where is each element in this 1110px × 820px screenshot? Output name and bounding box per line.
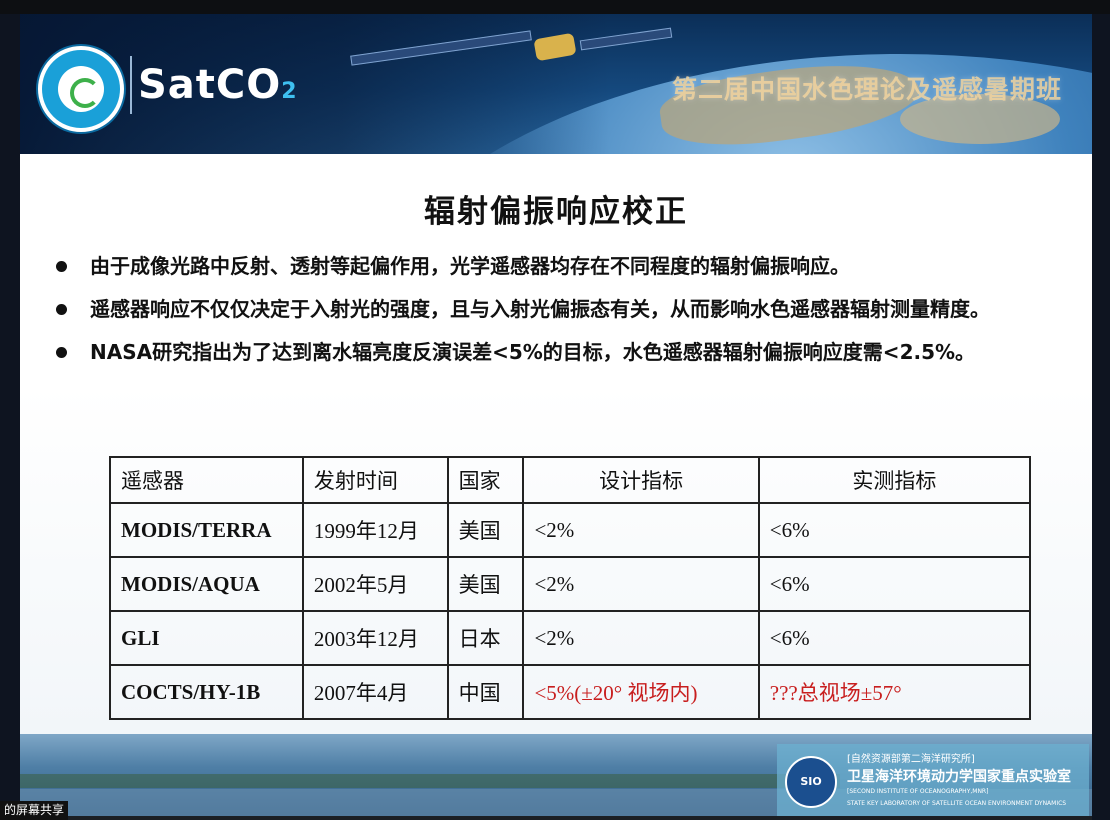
bullet-item: 由于成像光路中反射、透射等起偏作用，光学遥感器均存在不同程度的辐射偏振响应。: [52, 252, 1062, 281]
table-row: MODIS/TERRA 1999年12月 美国 <2% <6%: [109, 502, 1032, 558]
cell-launch: 2007年4月: [301, 664, 449, 720]
sensor-spec-table: 遥感器 发射时间 国家 设计指标 实测指标 MODIS/TERRA 1999年1…: [109, 456, 1032, 720]
cell-sensor: MODIS/TERRA: [109, 502, 304, 558]
slide-header-banner: SatCO2 第二届中国水色理论及遥感暑期班: [20, 14, 1092, 154]
cell-design-highlight: <5%(±20° 视场内): [522, 664, 760, 720]
table-row: COCTS/HY-1B 2007年4月 中国 <5%(±20° 视场内) ???…: [109, 664, 1032, 720]
header-sensor: 遥感器: [109, 456, 304, 504]
header-measured: 实测指标: [757, 456, 1032, 504]
satellite-icon: [350, 27, 673, 66]
bullet-list: 由于成像光路中反射、透射等起偏作用，光学遥感器均存在不同程度的辐射偏振响应。 遥…: [52, 252, 1062, 381]
cell-country: 美国: [446, 502, 525, 558]
screen-share-label: 的屏幕共享: [0, 801, 69, 820]
cell-measured-highlight: ???总视场±57°: [757, 664, 1032, 720]
left-edge: [0, 14, 20, 820]
cell-launch: 1999年12月: [301, 502, 449, 558]
cell-launch: 2002年5月: [301, 556, 449, 612]
table-header-row: 遥感器 发射时间 国家 设计指标 实测指标: [109, 456, 1032, 504]
cell-design: <2%: [522, 556, 760, 612]
table-row: GLI 2003年12月 日本 <2% <6%: [109, 610, 1032, 666]
slide-title: 辐射偏振响应校正: [424, 194, 688, 230]
bullet-item: 遥感器响应不仅仅决定于入射光的强度，且与入射光偏振态有关，从而影响水色遥感器辐射…: [52, 295, 1062, 324]
cell-measured: <6%: [757, 502, 1032, 558]
right-edge: [1092, 14, 1110, 820]
institute-badge: SIO [自然资源部第二海洋研究所] 卫星海洋环境动力学国家重点实验室 [SEC…: [777, 744, 1089, 816]
shared-slide: SatCO2 第二届中国水色理论及遥感暑期班 辐射偏振响应校正 由于成像光路中反…: [20, 14, 1092, 816]
lab-name-en: STATE KEY LABORATORY OF SATELLITE OCEAN …: [847, 800, 1067, 807]
bullet-dot-icon: [56, 347, 67, 358]
cell-measured: <6%: [757, 610, 1032, 666]
header-launch: 发射时间: [301, 456, 449, 504]
cell-country: 日本: [446, 610, 525, 666]
cell-measured: <6%: [757, 556, 1032, 612]
bullet-item: NASA研究指出为了达到离水辐亮度反演误差<5%的目标，水色遥感器辐射偏振响应度…: [52, 338, 1062, 367]
cell-design: <2%: [522, 610, 760, 666]
slide-footer: SIO [自然资源部第二海洋研究所] 卫星海洋环境动力学国家重点实验室 [SEC…: [20, 734, 1092, 816]
cell-sensor: COCTS/HY-1B: [109, 664, 304, 720]
cell-design: <2%: [522, 502, 760, 558]
slide-content: 辐射偏振响应校正 由于成像光路中反射、透射等起偏作用，光学遥感器均存在不同程度的…: [20, 154, 1092, 734]
header-design: 设计指标: [522, 456, 760, 504]
bullet-dot-icon: [56, 261, 67, 272]
cell-launch: 2003年12月: [301, 610, 449, 666]
logo-divider: [130, 56, 132, 114]
event-title: 第二届中国水色理论及遥感暑期班: [672, 75, 1063, 104]
satco2-logo-icon: [38, 46, 124, 132]
cell-sensor: MODIS/AQUA: [109, 556, 304, 612]
institute-logo-icon: SIO: [785, 756, 837, 808]
logo-text: SatCO2: [138, 62, 298, 108]
table-row: MODIS/AQUA 2002年5月 美国 <2% <6%: [109, 556, 1032, 612]
cell-sensor: GLI: [109, 610, 304, 666]
institute-name: [自然资源部第二海洋研究所]: [847, 754, 975, 765]
lab-name: 卫星海洋环境动力学国家重点实验室: [847, 769, 1071, 785]
top-bar: [0, 0, 1110, 14]
cell-country: 中国: [446, 664, 525, 720]
bullet-dot-icon: [56, 304, 67, 315]
institute-name-en: [SECOND INSTITUTE OF OCEANOGRAPHY,MNR]: [847, 788, 989, 795]
cell-country: 美国: [446, 556, 525, 612]
header-country: 国家: [446, 456, 525, 504]
